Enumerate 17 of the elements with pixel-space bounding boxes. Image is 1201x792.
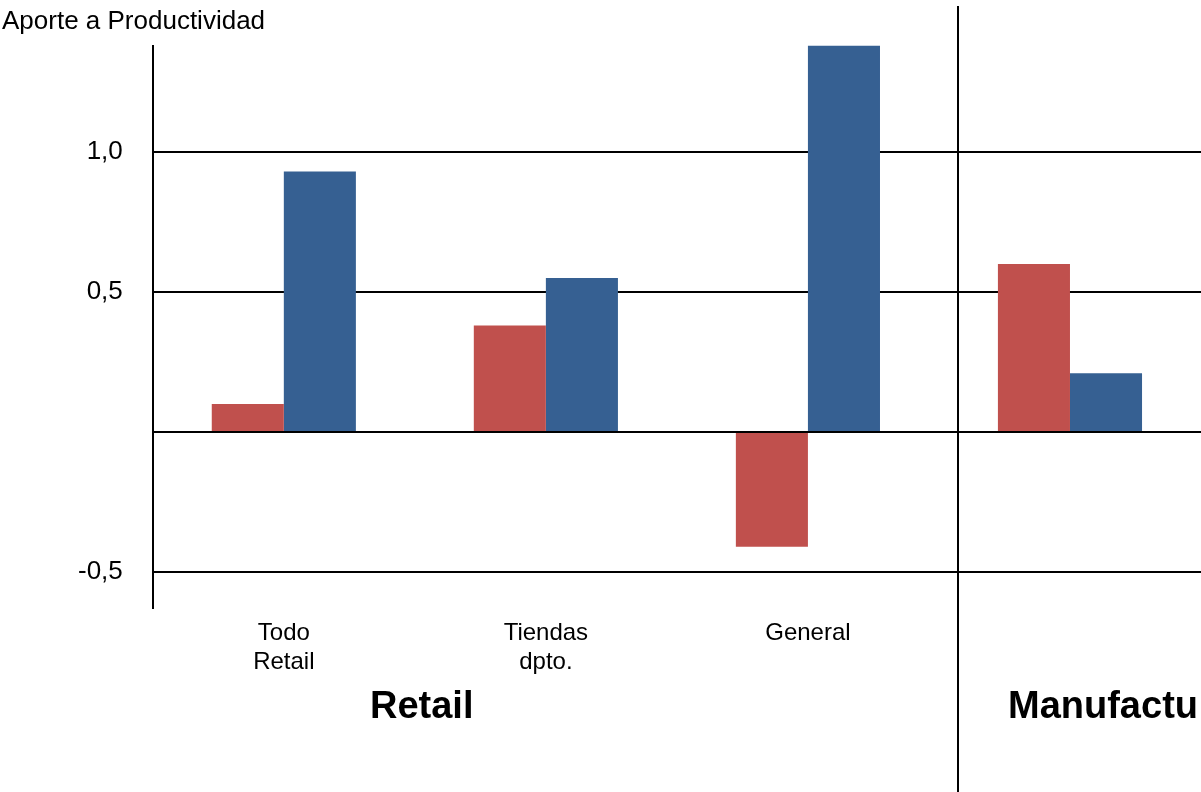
x-tick-label: General xyxy=(765,618,851,646)
bar xyxy=(1069,373,1143,431)
text: Manufactu xyxy=(1008,684,1198,727)
bar xyxy=(545,278,618,431)
bar xyxy=(807,45,880,431)
bar xyxy=(735,433,808,547)
y-tick-label: -0,5 xyxy=(77,555,123,586)
y-tick-label: 1,0 xyxy=(86,135,123,166)
text: Retail xyxy=(370,684,474,727)
y-axis-title: Aporte a Productividad xyxy=(2,4,270,36)
bar xyxy=(211,404,284,431)
bar xyxy=(997,264,1070,431)
y-tick-label: 0,5 xyxy=(86,275,123,306)
x-tick-label: Tiendas dpto. xyxy=(503,618,589,675)
bar xyxy=(283,171,356,431)
bar xyxy=(473,325,546,431)
x-tick-label: Todo Retail xyxy=(253,618,315,675)
